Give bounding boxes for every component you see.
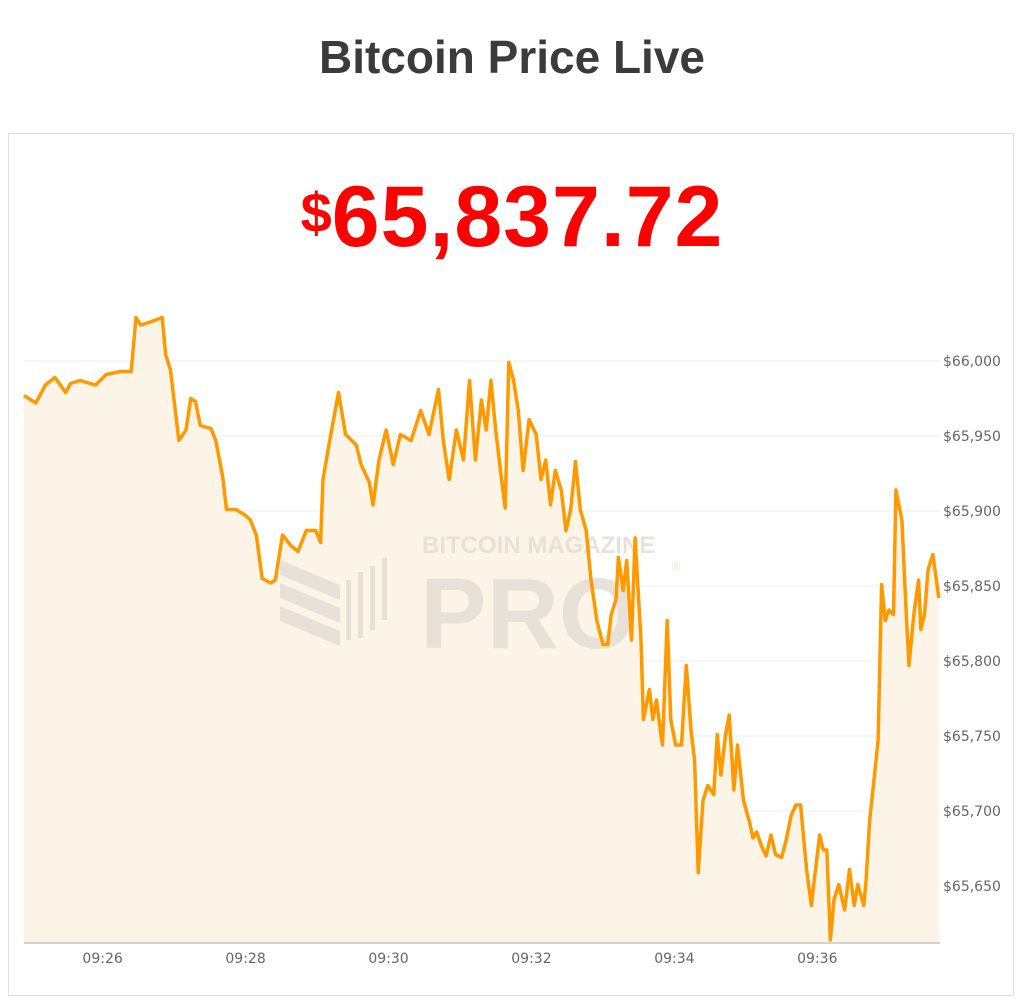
watermark-registered-mark: ®	[672, 561, 680, 573]
currency-symbol: $	[300, 181, 332, 244]
x-tick-label: 09:30	[368, 951, 408, 967]
x-tick-label: 09:32	[511, 951, 551, 967]
x-axis-labels: 09:26 09:28 09:30 09:32 09:34 09:36	[82, 951, 837, 967]
y-tick-label: $65,750	[943, 729, 1001, 745]
y-tick-label: $65,800	[943, 654, 1001, 670]
watermark-line1: BITCOIN MAGAZINE	[422, 532, 655, 559]
live-price: $65,837.72	[0, 168, 1024, 267]
x-tick-label: 09:28	[225, 951, 265, 967]
watermark-line2: PRO	[420, 558, 637, 670]
y-tick-label: $65,950	[943, 429, 1001, 445]
chart-card	[8, 133, 1014, 996]
watermark-logo: BITCOIN MAGAZINE PRO ®	[280, 532, 680, 670]
x-tick-label: 09:34	[654, 951, 694, 967]
y-tick-label: $65,850	[943, 579, 1001, 595]
price-area-fill	[24, 317, 939, 943]
price-value: 65,837.72	[331, 169, 724, 265]
y-tick-label: $66,000	[943, 354, 1001, 370]
page-title: Bitcoin Price Live	[318, 31, 705, 83]
price-line	[23, 315, 941, 942]
watermark-bars-icon	[280, 558, 387, 646]
y-tick-label: $65,700	[943, 804, 1001, 820]
x-tick-label: 09:26	[82, 951, 122, 967]
y-tick-label: $65,900	[943, 504, 1001, 520]
y-axis-labels: $66,000 $65,950 $65,900 $65,850 $65,800 $65,7…	[943, 354, 1001, 895]
y-tick-label: $65,650	[943, 879, 1001, 895]
x-tick-label: 09:36	[797, 951, 837, 967]
